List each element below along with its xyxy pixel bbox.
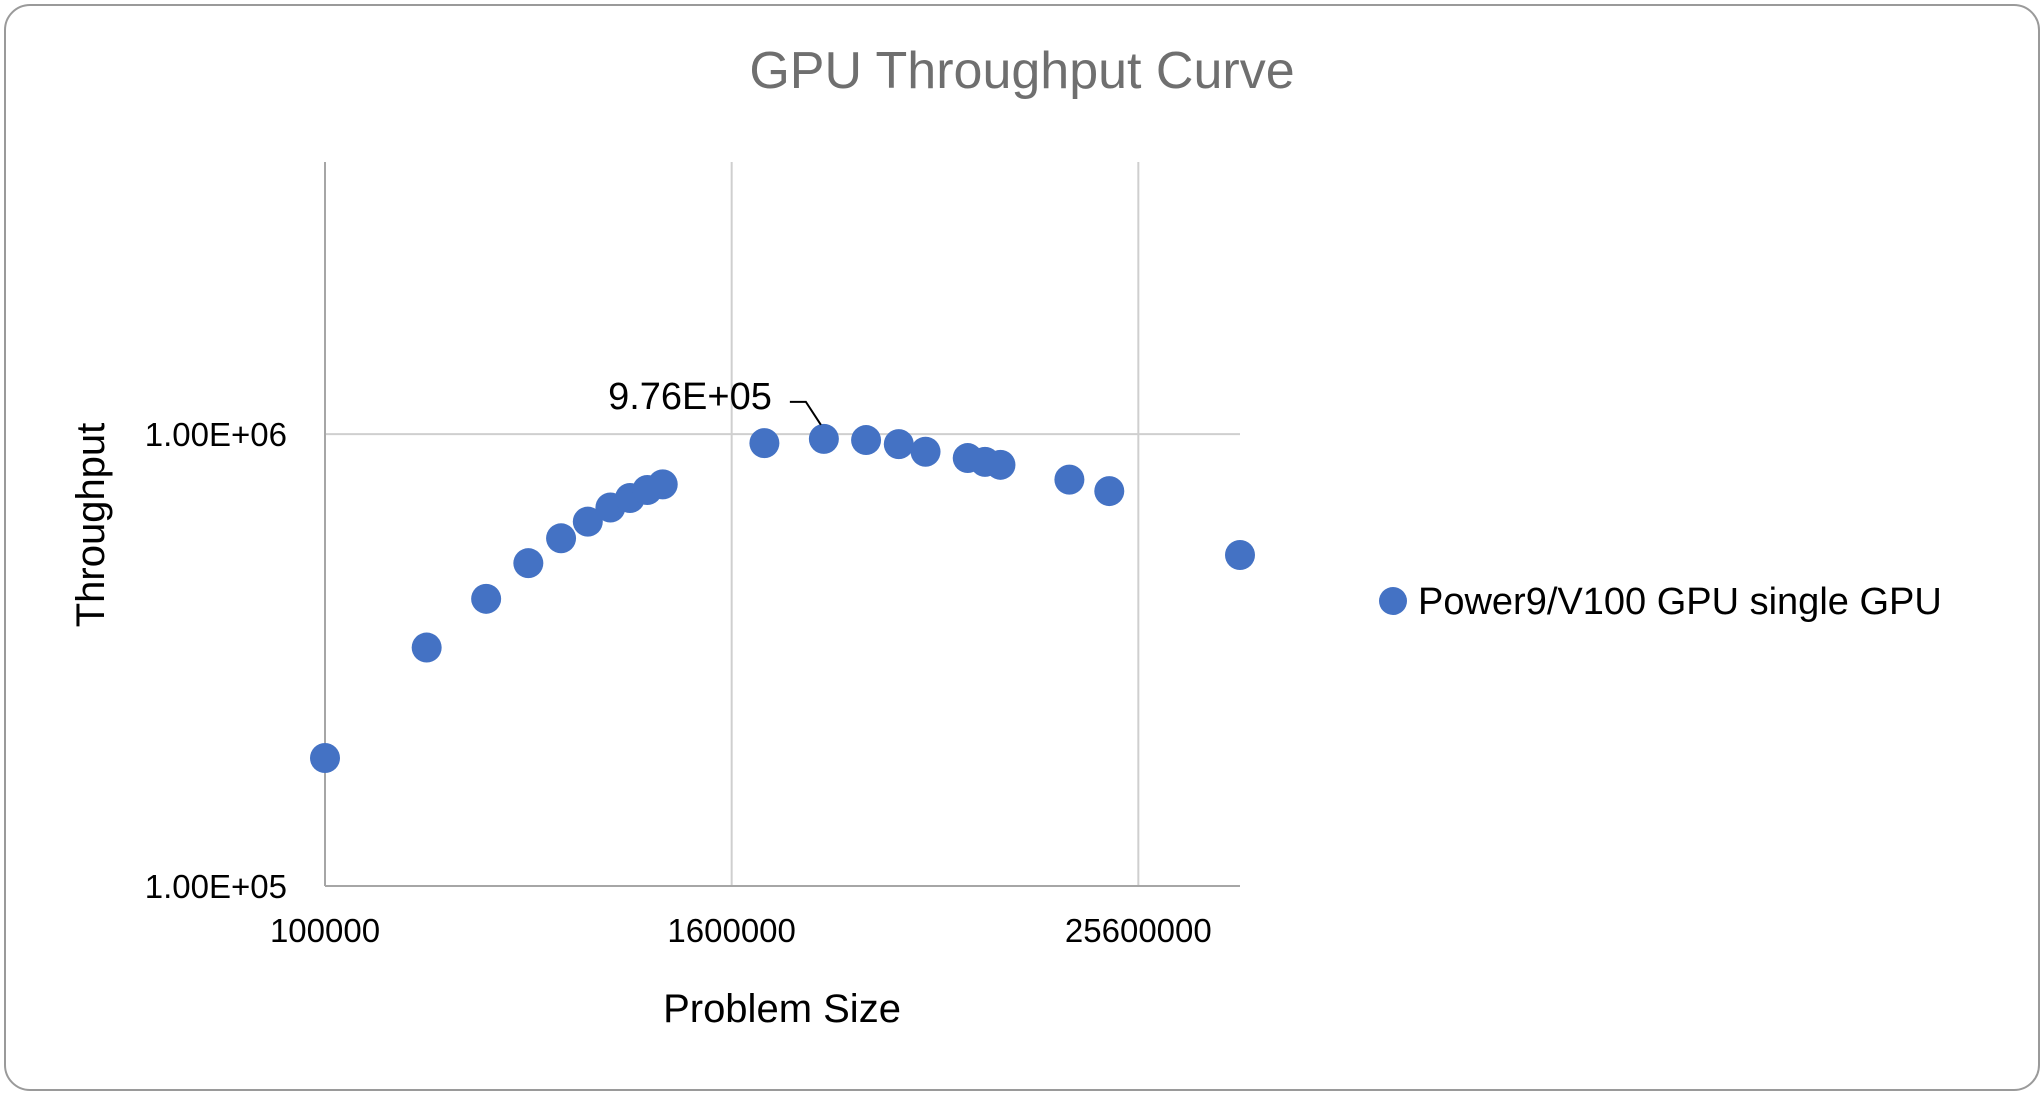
- data-point: [851, 425, 882, 456]
- data-point: [310, 742, 340, 773]
- data-point: [808, 423, 839, 454]
- axes: [324, 162, 1240, 887]
- tick-labels: 100000 1600000 25600000 1.00E+05 1.00E+06: [145, 416, 1212, 949]
- x-tick-label: 1600000: [667, 912, 795, 949]
- x-tick-label: 100000: [270, 912, 380, 949]
- x-tick-label: 25600000: [1065, 912, 1212, 949]
- y-tick-label: 1.00E+06: [145, 416, 287, 453]
- chart-frame: [4, 4, 2040, 1091]
- data-point: [985, 449, 1016, 480]
- chart-title: GPU Throughput Curve: [749, 42, 1294, 100]
- data-point: [411, 632, 442, 663]
- data-point: [910, 436, 941, 467]
- data-point: [1054, 464, 1085, 495]
- data-label-leader: [789, 400, 822, 426]
- data-point: [1094, 476, 1125, 507]
- data-label: 9.76E+05: [608, 376, 772, 418]
- data-point: [1225, 540, 1255, 571]
- y-tick-label: 1.00E+05: [145, 868, 287, 905]
- data-points: [310, 423, 1255, 773]
- y-axis-title: Throughput: [69, 423, 113, 628]
- data-point: [513, 548, 544, 579]
- data-labels: 9.76E+05: [608, 376, 822, 426]
- data-point: [749, 428, 780, 459]
- legend-marker: [1379, 587, 1407, 615]
- data-point: [572, 506, 603, 537]
- legend: Power9/V100 GPU single GPU: [1379, 581, 1942, 623]
- data-point: [883, 429, 914, 460]
- gridlines: [325, 162, 1240, 886]
- x-axis-title: Problem Size: [663, 987, 901, 1031]
- data-point: [647, 469, 678, 500]
- data-point: [546, 523, 577, 554]
- data-point: [471, 583, 502, 614]
- legend-label: Power9/V100 GPU single GPU: [1418, 581, 1942, 623]
